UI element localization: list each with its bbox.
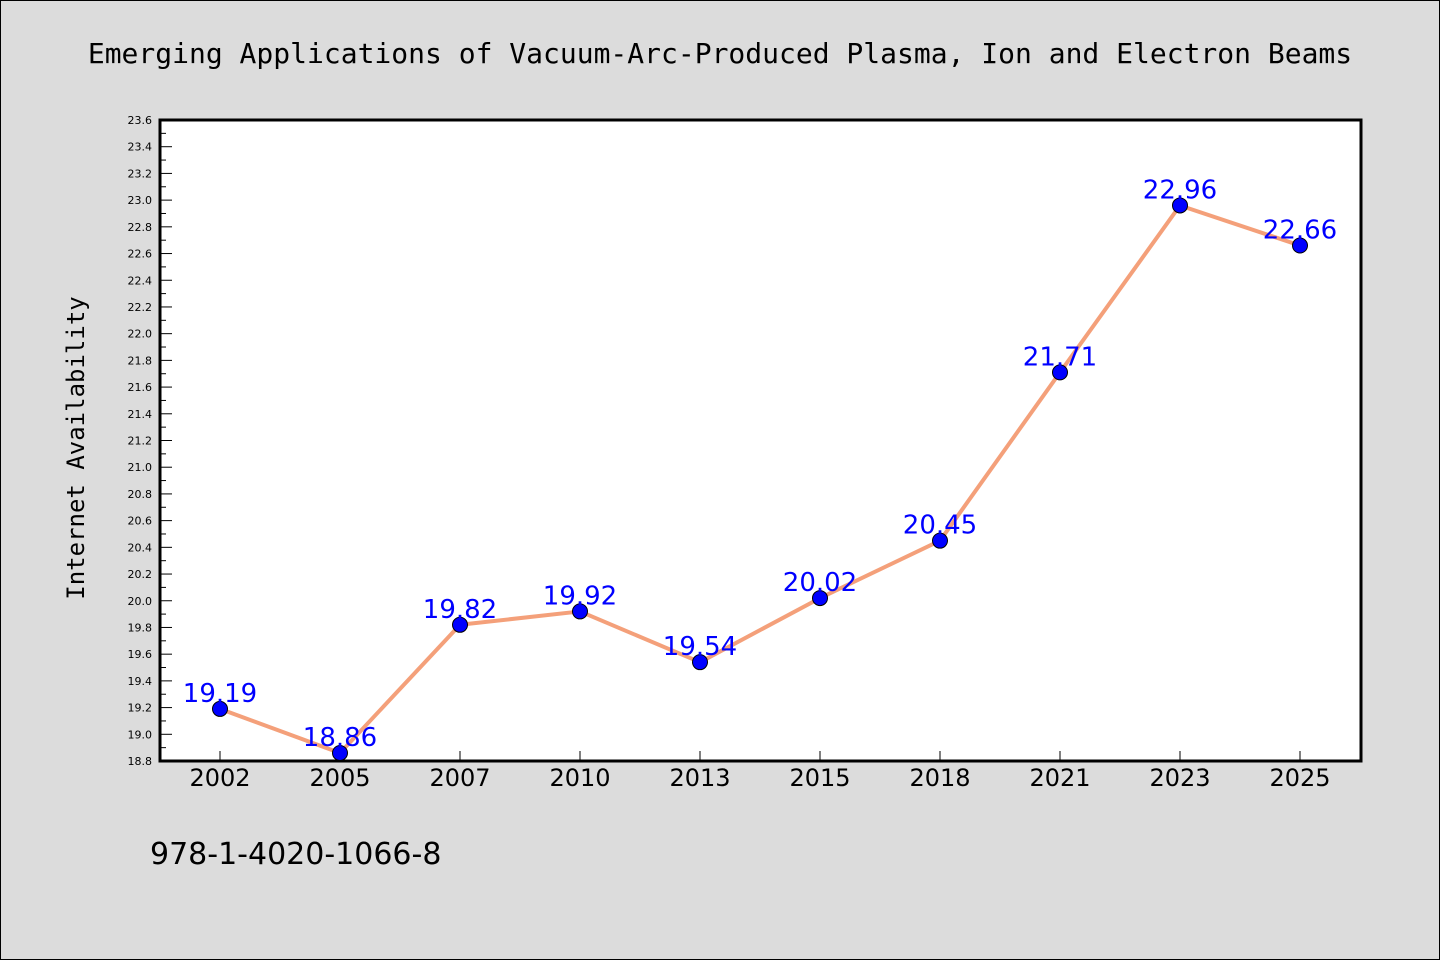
y-tick-label: 22.0 [128,328,153,341]
data-label: 20.02 [783,568,857,598]
y-tick-label: 20.2 [128,568,153,581]
y-tick-label: 19.6 [128,648,153,661]
x-tick-label: 2018 [909,764,970,792]
y-tick-label: 20.4 [128,541,153,554]
data-point [332,744,348,761]
x-tick-label: 2007 [429,764,490,792]
data-label: 19.92 [543,581,617,611]
y-tick-label: 23.0 [128,194,153,207]
x-tick-label: 2010 [549,764,610,792]
data-point [812,590,828,607]
y-tick-label: 20.6 [128,515,153,528]
y-tick-label: 19.2 [128,702,153,715]
plot-area [158,118,1363,763]
y-tick-label: 22.4 [128,274,153,287]
data-label: 19.82 [423,595,497,625]
data-label: 18.86 [303,723,377,753]
y-tick-label: 22.2 [128,301,153,314]
y-tick-label: 20.8 [128,488,153,501]
data-point [1052,364,1068,381]
y-tick-label: 19.8 [128,621,153,634]
data-label: 20.45 [903,511,977,541]
chart-title: Emerging Applications of Vacuum-Arc-Prod… [88,37,1352,70]
x-axis: 2002 2005 2007 2010 2013 2015 2018 2021 2023 2025 [189,751,1331,792]
data-point [1292,237,1308,254]
y-tick-label: 21.4 [128,408,153,421]
y-tick-label: 21.2 [128,435,153,448]
data-point [932,532,948,549]
isbn-text: 978-1-4020-1066-8 [150,837,441,872]
y-tick-label: 23.6 [128,114,153,127]
x-tick-label: 2015 [789,764,850,792]
data-label: 21.71 [1023,342,1097,372]
data-label: 22.96 [1143,175,1217,205]
data-point [1172,197,1188,214]
data-point [212,700,228,717]
x-tick-label: 2002 [189,764,250,792]
x-tick-label: 2025 [1269,764,1330,792]
x-tick-label: 2013 [669,764,730,792]
y-tick-label: 22.6 [128,248,153,261]
data-label: 19.54 [663,632,737,662]
y-tick-label: 23.4 [128,141,153,154]
y-tick-label: 20.0 [128,595,153,608]
y-tick-label: 21.0 [128,461,153,474]
series-layer [212,197,1308,761]
x-tick-label: 2021 [1029,764,1090,792]
y-tick-label: 22.8 [128,221,153,234]
series-line [218,203,1302,755]
y-tick-label: 18.8 [128,755,153,768]
y-tick-label: 21.8 [128,354,153,367]
y-tick-label: 19.4 [128,675,153,688]
y-axis-label: Internet Availability [62,296,90,599]
y-tick-label: 19.0 [128,728,153,741]
x-tick-label: 2005 [309,764,370,792]
data-label-layer: 19.19 18.86 19.82 19.92 19.54 20.02 20.45 21.71… [183,175,1337,753]
y-tick-label: 21.6 [128,381,153,394]
data-point [452,616,468,633]
data-label: 22.66 [1263,216,1337,246]
data-point [692,654,708,671]
y-tick-label: 23.2 [128,167,153,180]
x-tick-label: 2023 [1149,764,1210,792]
data-label: 19.19 [183,679,257,709]
y-axis: 18.8 19.0 19.2 19.4 19.6 19.8 20.0 20.2 20.4 20.6… [128,114,172,768]
data-point [572,603,588,620]
